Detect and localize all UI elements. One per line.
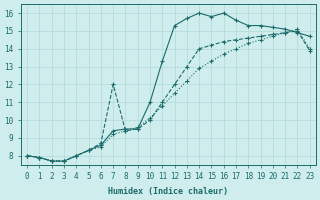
X-axis label: Humidex (Indice chaleur): Humidex (Indice chaleur): [108, 187, 228, 196]
